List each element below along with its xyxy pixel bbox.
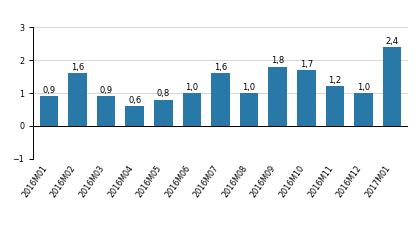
- Bar: [354, 93, 373, 126]
- Bar: [183, 93, 201, 126]
- Text: 0,8: 0,8: [157, 89, 170, 98]
- Text: 1,0: 1,0: [357, 83, 370, 92]
- Bar: [383, 47, 401, 126]
- Text: 2,4: 2,4: [385, 37, 399, 46]
- Bar: [40, 96, 58, 126]
- Text: 1,7: 1,7: [300, 60, 313, 69]
- Bar: [240, 93, 258, 126]
- Bar: [97, 96, 116, 126]
- Bar: [68, 73, 87, 126]
- Text: 0,9: 0,9: [42, 86, 56, 95]
- Text: 1,0: 1,0: [186, 83, 198, 92]
- Text: 1,6: 1,6: [214, 63, 227, 72]
- Bar: [268, 67, 287, 126]
- Text: 0,6: 0,6: [128, 96, 141, 105]
- Bar: [211, 73, 230, 126]
- Bar: [126, 106, 144, 126]
- Text: 1,8: 1,8: [271, 57, 284, 65]
- Bar: [154, 100, 173, 126]
- Text: 1,6: 1,6: [71, 63, 84, 72]
- Bar: [297, 70, 315, 126]
- Text: 0,9: 0,9: [99, 86, 113, 95]
- Bar: [325, 86, 344, 126]
- Text: 1,2: 1,2: [328, 76, 342, 85]
- Text: 1,0: 1,0: [243, 83, 255, 92]
